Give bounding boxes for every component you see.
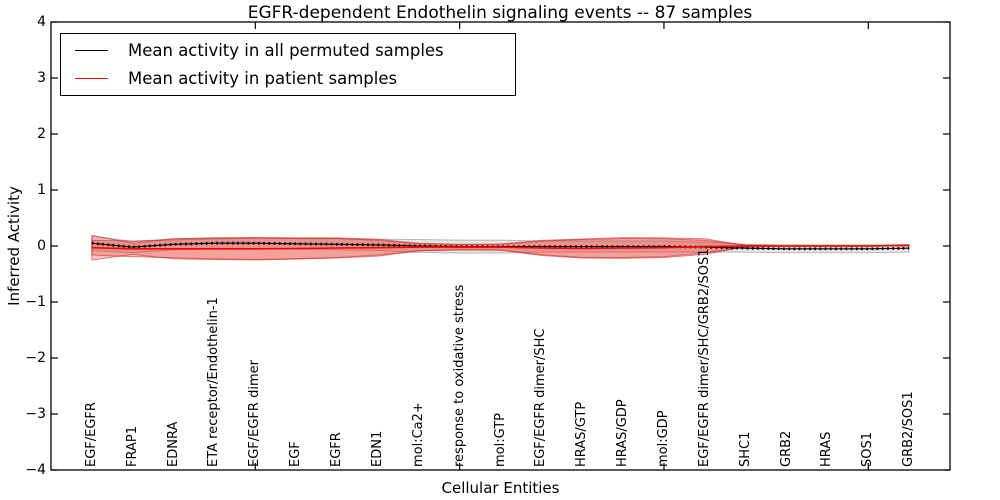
x-axis-label: Cellular Entities [441,479,560,497]
x-category-label: mol:GTP [492,413,508,467]
x-category-label: EDNRA [165,421,181,467]
y-axis-label: Inferred Activity [5,186,23,306]
y-tick-label: 2 [37,126,46,142]
y-tick-label: 0 [37,238,46,254]
y-tick-label: −4 [25,462,46,478]
y-tick-label: −1 [25,294,46,310]
y-tick-label: −3 [25,406,46,422]
x-category-label: SHC1 [737,431,753,467]
x-category-label: ETA receptor/Endothelin-1 [206,297,222,467]
x-category-label: EGF/EGFR dimer [247,360,263,467]
legend-label-permuted: Mean activity in all permuted samples [128,40,444,60]
y-tick-label: 3 [37,70,46,86]
x-category-label: HRAS [819,431,835,467]
x-category-label: mol:GDP [655,410,671,467]
line-permuted-mean-markers [91,241,910,251]
permuted-line-swatch [75,49,108,51]
x-category-label: EGF/EGFR dimer/SHC/GRB2/SOS1 [696,248,712,468]
x-category-label: EGFR [329,432,345,467]
legend-label-patient: Mean activity in patient samples [128,69,398,89]
x-category-label: GRB2/SOS1 [901,391,917,467]
x-category-label: SOS1 [860,431,876,467]
x-category-label: FRAP1 [124,426,140,467]
legend-row-patient: Mean activity in patient samples [61,69,515,88]
x-category-label: EGF/EGFR dimer/SHC [533,328,549,467]
legend: Mean activity in all permuted samples Me… [60,33,516,96]
x-category-label: EGF/EGFR [83,402,99,467]
x-category-label: GRB2 [778,430,794,467]
y-tick-label: 4 [37,14,46,30]
x-category-label: HRAS/GTP [574,401,590,467]
x-category-label: response to oxidative stress [451,284,467,467]
x-category-label: mol:Ca2+ [410,402,426,467]
x-category-label: EDN1 [369,430,385,467]
x-category-label: HRAS/GDP [615,399,631,467]
line-patient-mean [91,244,910,250]
legend-row-permuted: Mean activity in all permuted samples [61,41,515,60]
chart-title: EGFR-dependent Endothelin signaling even… [247,3,753,23]
patient-line-swatch [75,78,108,80]
y-tick-label: 1 [37,182,46,198]
y-tick-label: −2 [25,350,46,366]
x-category-label: EGF [288,441,304,467]
